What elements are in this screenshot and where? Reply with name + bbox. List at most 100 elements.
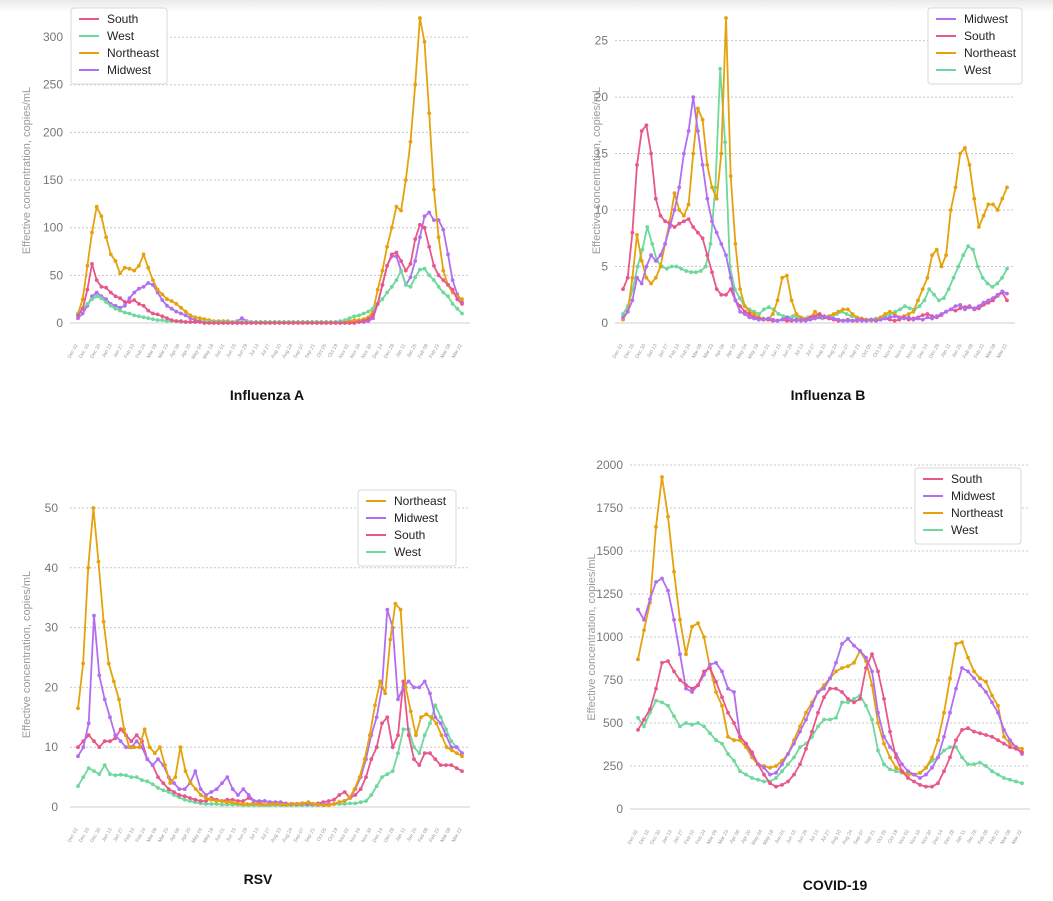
data-point-midwest bbox=[960, 666, 964, 670]
legend-label-northeast: Northeast bbox=[951, 506, 1004, 520]
data-point-south bbox=[132, 298, 137, 302]
x-tick-label: Jul 13 bbox=[249, 343, 261, 358]
data-point-northeast bbox=[383, 691, 388, 696]
data-point-midwest bbox=[80, 311, 85, 316]
data-point-south bbox=[953, 308, 958, 313]
data-point-west bbox=[744, 772, 748, 777]
data-point-midwest bbox=[771, 317, 775, 322]
data-point-west bbox=[146, 316, 151, 321]
data-point-west bbox=[380, 775, 384, 779]
data-point-south bbox=[710, 270, 714, 275]
influenza-a-chart: 0 50 100 150 200 250 300 Effective concentratio… bbox=[21, 7, 470, 360]
data-point-northeast bbox=[798, 724, 802, 729]
influenza-b-chart: 0 5 10 15 20 25 Effective concentration, copie… bbox=[591, 7, 1023, 360]
data-point-west bbox=[141, 315, 146, 320]
data-point-midwest bbox=[182, 787, 187, 791]
data-point-midwest bbox=[912, 772, 916, 777]
data-point-northeast bbox=[636, 657, 640, 662]
data-point-midwest bbox=[925, 315, 930, 320]
x-tick-label: Mar 23 bbox=[717, 829, 730, 846]
x-tick-label: Sep 21 bbox=[864, 829, 877, 846]
y-tick-label: 40 bbox=[45, 561, 59, 575]
data-point-northeast bbox=[85, 263, 90, 268]
data-point-west bbox=[97, 772, 102, 776]
data-point-midwest bbox=[762, 765, 766, 770]
data-point-midwest bbox=[690, 690, 694, 694]
data-point-midwest bbox=[417, 685, 422, 690]
data-point-west bbox=[460, 311, 464, 316]
data-point-midwest bbox=[644, 264, 649, 269]
data-point-west bbox=[353, 801, 358, 806]
data-point-west bbox=[99, 296, 104, 301]
data-point-west bbox=[834, 715, 838, 720]
data-point-midwest bbox=[177, 787, 182, 791]
window-top-edge bbox=[0, 0, 1053, 12]
data-point-south bbox=[1008, 745, 1012, 749]
data-point-south bbox=[352, 321, 357, 325]
data-point-midwest bbox=[761, 317, 766, 322]
data-point-west bbox=[155, 318, 160, 322]
data-point-south bbox=[151, 311, 155, 316]
data-point-northeast bbox=[911, 309, 916, 314]
data-point-south bbox=[85, 287, 90, 292]
data-point-northeast bbox=[224, 800, 229, 805]
data-point-west bbox=[840, 700, 844, 705]
data-point-south bbox=[750, 750, 754, 755]
data-point-northeast bbox=[794, 312, 799, 316]
data-point-west bbox=[422, 266, 427, 271]
data-point-south bbox=[1005, 298, 1009, 303]
data-point-west bbox=[650, 242, 655, 246]
data-point-west bbox=[160, 318, 165, 322]
data-point-midwest bbox=[246, 793, 251, 797]
data-point-midwest bbox=[257, 799, 262, 803]
data-point-northeast bbox=[347, 796, 352, 800]
data-point-northeast bbox=[342, 799, 347, 803]
data-point-west bbox=[698, 269, 703, 273]
data-point-northeast bbox=[1020, 746, 1024, 751]
y-tick-label: 2000 bbox=[596, 458, 623, 472]
data-point-west bbox=[995, 281, 1000, 286]
y-tick-label: 0 bbox=[616, 802, 623, 816]
data-point-northeast bbox=[977, 225, 981, 229]
data-point-west bbox=[888, 767, 892, 772]
data-point-west bbox=[412, 745, 416, 750]
y-tick-label: 0 bbox=[56, 316, 63, 330]
data-point-midwest bbox=[134, 739, 139, 744]
data-point-south bbox=[179, 319, 183, 323]
data-point-midwest bbox=[127, 296, 132, 301]
data-point-midwest bbox=[86, 721, 91, 726]
data-point-northeast bbox=[677, 208, 682, 212]
data-point-south bbox=[433, 757, 438, 762]
data-point-midwest bbox=[648, 597, 652, 602]
data-point-south bbox=[714, 679, 718, 684]
data-point-midwest bbox=[834, 660, 838, 665]
data-point-northeast bbox=[234, 801, 239, 806]
data-point-northeast bbox=[403, 685, 408, 690]
data-point-west bbox=[432, 278, 436, 282]
data-point-south bbox=[912, 779, 916, 784]
data-point-west bbox=[828, 717, 832, 722]
data-point-northeast bbox=[678, 617, 682, 622]
data-point-northeast bbox=[219, 799, 224, 803]
data-point-northeast bbox=[658, 264, 663, 269]
data-point-northeast bbox=[111, 679, 116, 684]
data-point-west bbox=[876, 748, 880, 753]
data-point-south bbox=[305, 321, 310, 325]
data-point-south bbox=[347, 321, 352, 325]
data-point-northeast bbox=[389, 225, 394, 230]
data-point-south bbox=[226, 321, 230, 325]
data-point-midwest bbox=[836, 317, 841, 322]
data-point-south bbox=[732, 721, 736, 725]
data-point-south bbox=[282, 321, 286, 325]
data-point-northeast bbox=[724, 16, 728, 20]
data-point-west bbox=[417, 751, 422, 756]
data-point-south bbox=[380, 283, 385, 287]
data-point-northeast bbox=[696, 106, 700, 111]
data-point-west bbox=[985, 281, 990, 286]
y-tick-label: 250 bbox=[603, 759, 623, 773]
data-point-south bbox=[401, 679, 406, 684]
data-point-midwest bbox=[738, 309, 742, 314]
data-point-south bbox=[450, 287, 455, 292]
x-tick-label: Jul 27 bbox=[805, 343, 817, 358]
data-point-midwest bbox=[939, 312, 944, 316]
